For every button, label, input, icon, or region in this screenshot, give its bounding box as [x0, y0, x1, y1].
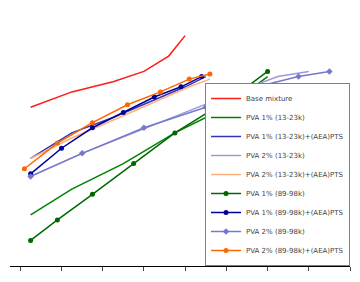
svg-text:PVA 1% (13-23k): PVA 1% (13-23k)	[246, 114, 305, 122]
svg-text:PVA 2% (13-23k): PVA 2% (13-23k)	[246, 152, 305, 160]
svg-text:PVA 1% (89-98k)+(AEA)PTS: PVA 1% (89-98k)+(AEA)PTS	[246, 209, 344, 217]
svg-text:PVA 2% (89-98k)+(AEA)PTS: PVA 2% (89-98k)+(AEA)PTS	[246, 247, 344, 255]
svg-text:PVA 1% (89-98k): PVA 1% (89-98k)	[246, 190, 305, 198]
svg-text:PVA 1% (13-23k)+(AEA)PTS: PVA 1% (13-23k)+(AEA)PTS	[246, 133, 344, 141]
svg-text:PVA 2% (13-23k)+(AEA)PTS: PVA 2% (13-23k)+(AEA)PTS	[246, 171, 344, 179]
svg-text:Base mixture: Base mixture	[246, 95, 292, 103]
svg-text:PVA 2% (89-98k): PVA 2% (89-98k)	[246, 228, 305, 236]
